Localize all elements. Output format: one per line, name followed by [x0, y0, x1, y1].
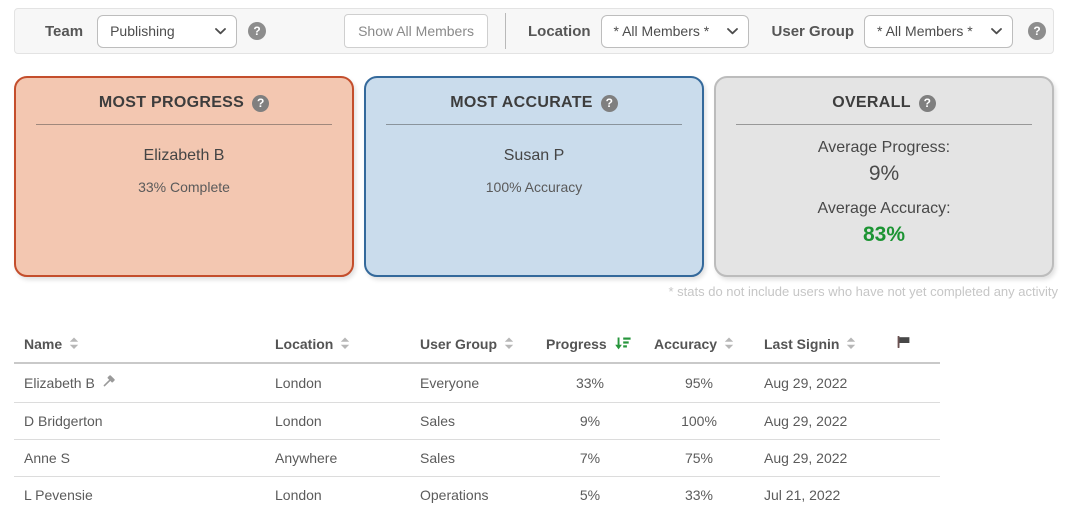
average-accuracy-value: 83% — [862, 223, 906, 246]
overall-help-icon[interactable]: ? — [918, 94, 936, 112]
member-location: London — [265, 402, 410, 440]
member-last-signin: Aug 29, 2022 — [754, 402, 886, 440]
member-accuracy: 100% — [644, 402, 754, 440]
chevron-down-icon — [991, 27, 1002, 35]
column-header-accuracy[interactable]: Accuracy — [644, 323, 754, 364]
member-last-signin: Jul 21, 2022 — [754, 476, 886, 506]
card-divider — [36, 124, 332, 125]
member-flag-cell — [886, 476, 940, 506]
table-row: D Bridgerton London Sales 9% 100% Aug 29… — [14, 402, 940, 440]
card-divider — [386, 124, 682, 125]
sort-icon — [504, 337, 514, 350]
member-location: London — [265, 476, 410, 506]
flag-icon — [896, 335, 911, 349]
most-progress-help-icon[interactable]: ? — [252, 94, 270, 112]
most-accurate-card: MOST ACCURATE ? Susan P 100% Accuracy — [364, 76, 704, 277]
location-select[interactable]: * All Members * — [600, 14, 749, 48]
column-header-flag[interactable] — [886, 323, 940, 364]
members-table: Name Location User Group — [14, 323, 940, 506]
user-group-select[interactable]: * All Members * — [864, 14, 1014, 48]
location-label: Location — [528, 22, 591, 40]
column-header-user-group[interactable]: User Group — [410, 323, 536, 364]
member-location: London — [265, 363, 410, 403]
most-accurate-title: MOST ACCURATE — [450, 94, 593, 111]
member-user-group: Sales — [410, 439, 536, 477]
column-header-location[interactable]: Location — [265, 323, 410, 364]
team-help-icon[interactable]: ? — [248, 22, 267, 40]
sort-icon — [69, 337, 79, 350]
most-accurate-help-icon[interactable]: ? — [600, 94, 618, 112]
most-accurate-name: Susan P — [503, 147, 565, 164]
member-name: Elizabeth B — [24, 375, 95, 391]
sort-descending-icon — [614, 337, 631, 350]
summary-cards: MOST PROGRESS ? Elizabeth B 33% Complete… — [14, 76, 1054, 277]
member-accuracy: 75% — [644, 439, 754, 477]
member-name: L Pevensie — [14, 476, 265, 506]
overall-title: OVERALL — [832, 94, 911, 111]
overall-card: OVERALL ? Average Progress: 9% Average A… — [714, 76, 1054, 277]
card-divider — [736, 124, 1032, 125]
most-accurate-stat: 100% Accuracy — [485, 179, 583, 195]
member-progress: 5% — [536, 476, 644, 506]
sort-icon — [724, 337, 734, 350]
most-progress-card: MOST PROGRESS ? Elizabeth B 33% Complete — [14, 76, 354, 277]
member-flag-cell — [886, 363, 940, 403]
member-flag-cell — [886, 402, 940, 440]
sort-icon — [846, 337, 856, 350]
location-select-value: * All Members * — [613, 23, 710, 39]
member-progress: 33% — [536, 363, 644, 403]
most-progress-stat: 33% Complete — [138, 179, 230, 195]
member-user-group: Everyone — [410, 363, 536, 403]
stats-disclaimer: * stats do not include users who have no… — [668, 284, 1059, 299]
member-location: Anywhere — [265, 439, 410, 477]
show-all-members-button[interactable]: Show All Members — [344, 14, 489, 48]
gavel-wand-icon[interactable] — [101, 374, 116, 392]
team-label: Team — [45, 22, 84, 40]
most-progress-title: MOST PROGRESS — [98, 94, 245, 111]
chevron-down-icon — [215, 27, 226, 35]
member-flag-cell — [886, 439, 940, 477]
filter-bar-divider — [505, 13, 507, 49]
filter-bar: Team Publishing ? Show All Members Locat… — [14, 8, 1054, 54]
table-header-row: Name Location User Group — [14, 323, 940, 364]
table-row: L Pevensie London Operations 5% 33% Jul … — [14, 476, 940, 506]
team-select-value: Publishing — [110, 23, 175, 39]
average-progress-label: Average Progress: — [817, 139, 951, 156]
chevron-down-icon — [726, 27, 738, 35]
table-row: Elizabeth B London Everyone 33% 95% Aug … — [14, 363, 940, 403]
member-last-signin: Aug 29, 2022 — [754, 363, 886, 403]
member-name: D Bridgerton — [14, 402, 265, 440]
member-progress: 9% — [536, 402, 644, 440]
member-accuracy: 33% — [644, 476, 754, 506]
filters-help-icon[interactable]: ? — [1028, 22, 1047, 40]
member-accuracy: 95% — [644, 363, 754, 403]
member-user-group: Sales — [410, 402, 536, 440]
average-progress-value: 9% — [868, 162, 900, 185]
user-group-label: User Group — [771, 22, 855, 40]
table-row: Anne S Anywhere Sales 7% 75% Aug 29, 202… — [14, 439, 940, 477]
column-header-progress[interactable]: Progress — [536, 323, 644, 364]
member-progress: 7% — [536, 439, 644, 477]
average-accuracy-label: Average Accuracy: — [817, 200, 951, 217]
user-group-select-value: * All Members * — [877, 23, 973, 39]
column-header-last-signin[interactable]: Last Signin — [754, 323, 886, 364]
sort-icon — [340, 337, 350, 350]
column-header-name[interactable]: Name — [14, 323, 265, 364]
member-name: Anne S — [14, 439, 265, 477]
member-user-group: Operations — [410, 476, 536, 506]
most-progress-name: Elizabeth B — [143, 147, 225, 164]
team-select[interactable]: Publishing — [97, 14, 238, 48]
member-last-signin: Aug 29, 2022 — [754, 439, 886, 477]
